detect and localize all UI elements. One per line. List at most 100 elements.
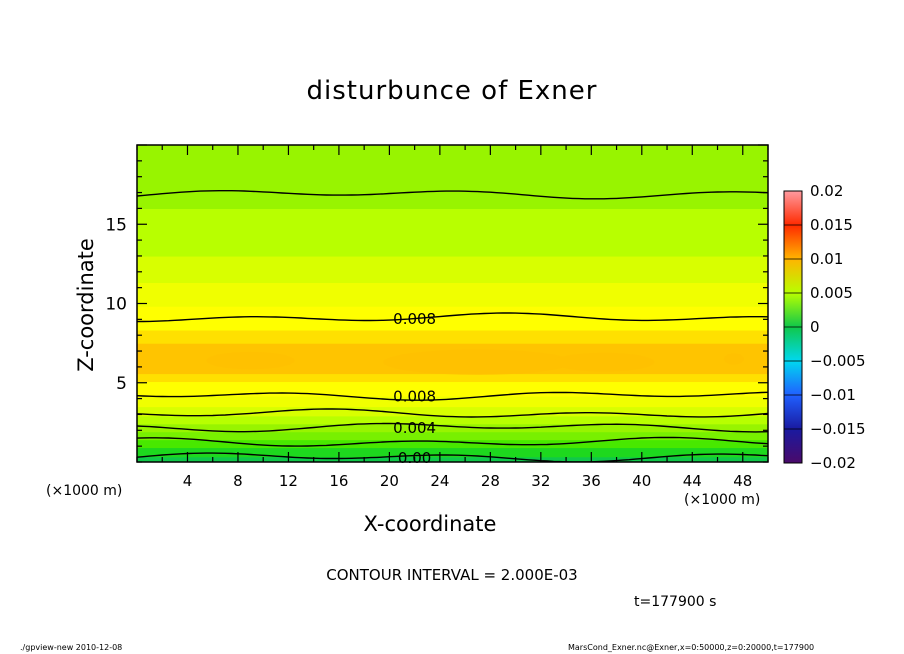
heatmap-cell (137, 287, 768, 291)
heatmap-cell (137, 266, 768, 269)
chart-title: disturbunce of Exner (306, 76, 598, 106)
heatmap-cell (137, 250, 768, 254)
heatmap-cell (137, 377, 768, 380)
heatmap-cell (137, 340, 768, 344)
heatmap-cell (137, 378, 768, 381)
heatmap-cell (137, 448, 768, 451)
heatmap-cell (137, 253, 768, 257)
heatmap-cell (137, 426, 768, 429)
heatmap-cell (137, 459, 768, 462)
heatmap-cell (137, 401, 768, 404)
x-tick-label: 24 (430, 472, 449, 490)
heatmap-cell (137, 403, 768, 406)
heatmap-maximum-blobs (206, 349, 745, 375)
heatmap-cell (137, 306, 768, 310)
heatmap-cell (137, 192, 768, 196)
heatmap-cell (137, 181, 768, 186)
heatmap-cell (137, 160, 768, 165)
x-axis-label: X-coordinate (363, 512, 497, 536)
contour-interval-text: CONTOUR INTERVAL = 2.000E-03 (326, 566, 578, 584)
x-tick-label: 44 (683, 472, 702, 490)
heatmap-cell (137, 279, 768, 283)
heatmap-cell (137, 376, 768, 379)
contour-line (137, 452, 768, 462)
heatmap-cell (137, 402, 768, 405)
x-tick-label: 8 (233, 472, 243, 490)
y-axis-label: Z-coordinate (74, 238, 98, 372)
heatmap-cell (137, 343, 768, 347)
x-tick-label: 20 (380, 472, 399, 490)
y-tick-label: 15 (105, 215, 127, 235)
heatmap-cell (137, 147, 768, 151)
heatmap-cell (137, 423, 768, 426)
heatmap-cell (137, 195, 768, 199)
heatmap-cell (137, 269, 768, 272)
heatmap-cell (137, 255, 768, 258)
heatmap-cell (137, 216, 768, 220)
x-tick-label: 40 (632, 472, 651, 490)
colorbar: 0.02 0.015 0.01 0.005 0 −0.005 −0.01 −0.015 −0.0… (783, 182, 866, 472)
heatmap-cell (137, 263, 768, 266)
heatmap-cell (137, 430, 768, 433)
heatmap-cell (137, 179, 768, 183)
heatmap-cell (137, 381, 768, 384)
footer-right: MarsCond_Exner.nc@Exner,x=0:50000,z=0:20… (568, 643, 815, 652)
heatmap-cell (137, 290, 768, 294)
heatmap-cell (137, 407, 768, 410)
heatmap-cell (137, 171, 768, 175)
heatmap-cell (137, 438, 768, 441)
heatmap-cell (137, 234, 768, 239)
heatmap-cell (137, 321, 768, 326)
heatmap-cell (137, 208, 768, 212)
heatmap-cell (137, 432, 768, 435)
heatmap-cell (137, 224, 768, 228)
heatmap-cell (137, 385, 768, 388)
x-tick-label: 4 (183, 472, 193, 490)
heatmap-cell (137, 270, 768, 273)
heatmap-cell (137, 262, 768, 265)
heatmap-cell (137, 391, 768, 394)
heatmap-cell (137, 258, 768, 261)
heatmap-cell (137, 405, 768, 408)
heatmap-cell (137, 197, 768, 202)
heatmap-cell (137, 166, 768, 170)
heatmap-cell (137, 292, 768, 297)
heatmap-cell (137, 329, 768, 334)
heatmap-cell (137, 413, 768, 416)
heatmap-cell (137, 248, 768, 252)
heatmap-cell (137, 237, 768, 241)
heatmap-cell (137, 242, 768, 246)
heatmap-cell (137, 419, 768, 422)
colorbar-ticks: 0.02 0.015 0.01 0.005 0 −0.005 −0.01 −0.015 −0.0… (784, 182, 866, 472)
heatmap-cell (137, 298, 768, 302)
heatmap-cell (137, 417, 768, 420)
heatmap-cell (137, 150, 768, 154)
heatmap-cell (137, 399, 768, 402)
maximum-region (553, 352, 655, 372)
heatmap-cell (137, 145, 768, 149)
heatmap-cell (137, 163, 768, 167)
x-tick-label: 48 (733, 472, 752, 490)
heatmap-cell (137, 436, 768, 439)
x-tick-label: 36 (582, 472, 601, 490)
heatmap-cell (137, 386, 768, 389)
heatmap-cell (137, 261, 768, 264)
heatmap-cell (137, 443, 768, 446)
heatmap-cell (137, 285, 768, 289)
heatmap-cell (137, 397, 768, 400)
heatmap-cell (137, 187, 768, 191)
heatmap-cell (137, 455, 768, 458)
heatmap-cell (137, 444, 768, 447)
heatmap-cell (137, 311, 768, 315)
contour-line (137, 190, 768, 200)
maximum-region (206, 351, 295, 370)
y-axis-unit: (×1000 m) (46, 483, 123, 499)
heatmap-cell (137, 218, 768, 223)
heatmap-cell (137, 152, 768, 157)
heatmap-cell (137, 205, 768, 209)
heatmap-cell (137, 450, 768, 453)
heatmap-cell (137, 316, 768, 320)
heatmap-cell (137, 200, 768, 204)
colorbar-tick-label: −0.01 (810, 386, 856, 404)
